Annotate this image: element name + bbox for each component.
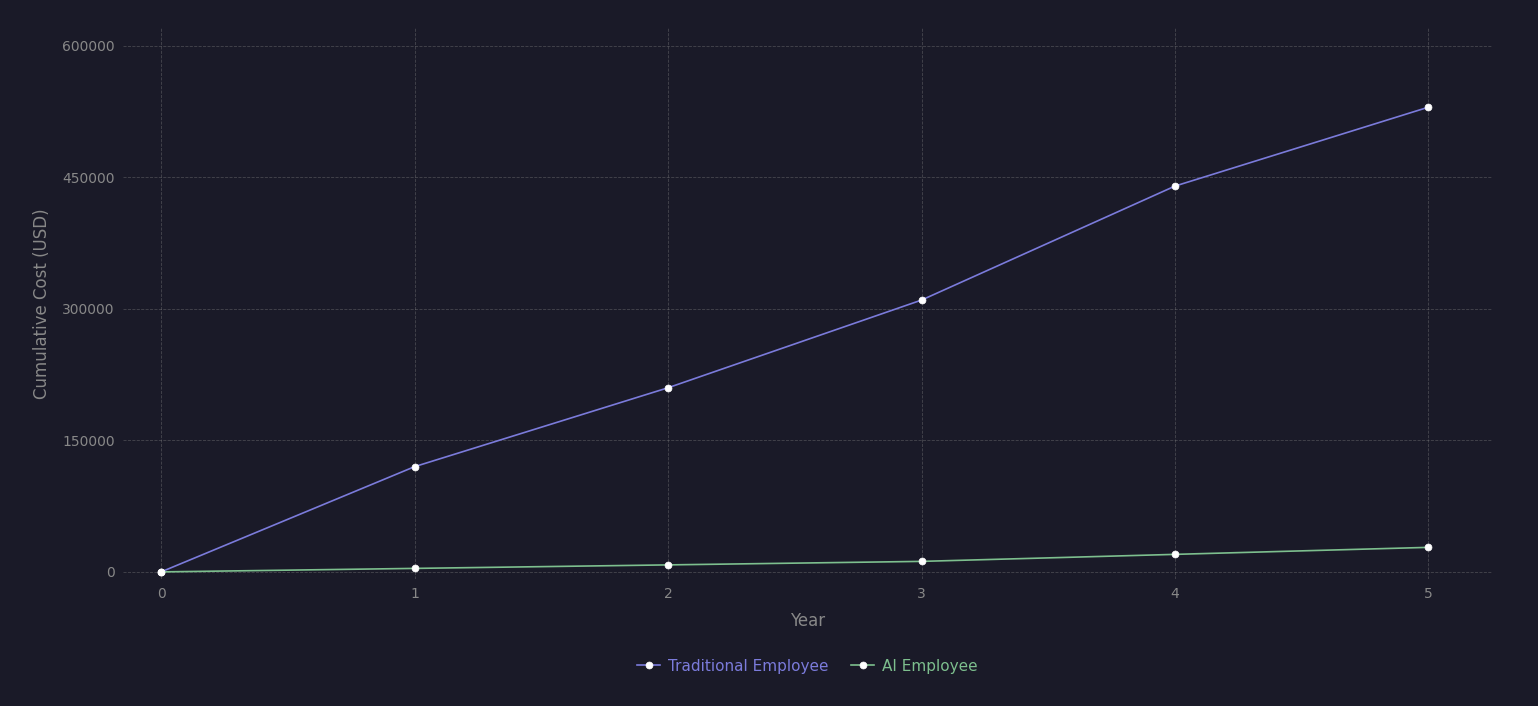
Traditional Employee xyxy=(658,383,677,392)
AI Employee xyxy=(912,557,930,566)
X-axis label: Year: Year xyxy=(791,612,824,630)
AI Employee xyxy=(1166,550,1184,558)
Legend: Traditional Employee, AI Employee: Traditional Employee, AI Employee xyxy=(631,652,984,680)
Traditional Employee xyxy=(1166,182,1184,191)
AI Employee xyxy=(152,568,171,576)
Line: Traditional Employee: Traditional Employee xyxy=(157,104,1432,575)
Line: AI Employee: AI Employee xyxy=(157,544,1432,575)
AI Employee xyxy=(406,564,424,573)
AI Employee xyxy=(658,561,677,569)
Traditional Employee xyxy=(1420,103,1438,112)
Traditional Employee xyxy=(912,296,930,304)
Traditional Employee xyxy=(406,462,424,471)
Y-axis label: Cumulative Cost (USD): Cumulative Cost (USD) xyxy=(32,208,51,399)
AI Employee xyxy=(1420,543,1438,551)
Traditional Employee xyxy=(152,568,171,576)
